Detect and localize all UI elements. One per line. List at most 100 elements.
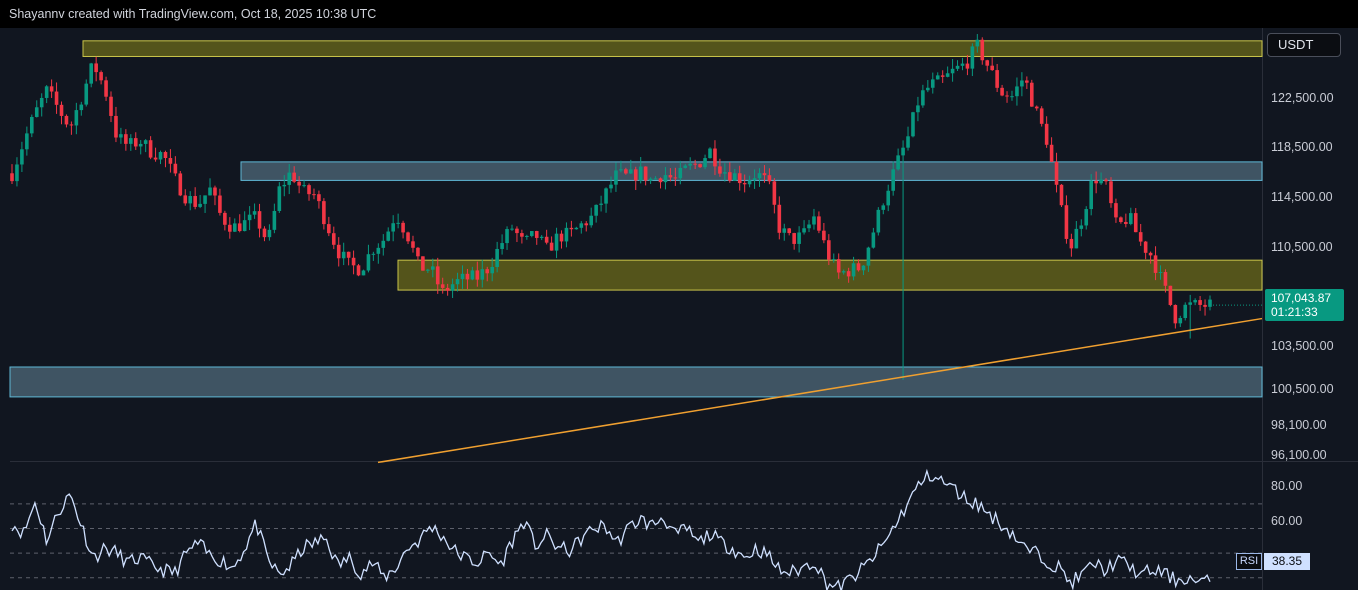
candle-body (713, 148, 717, 167)
candle-body (1138, 232, 1143, 242)
candle-body (302, 185, 306, 187)
candle-body (287, 172, 292, 185)
candle-body (510, 228, 514, 230)
credit-text: Shayannv created with TradingView.com, O… (9, 7, 377, 21)
candle-body (470, 270, 475, 280)
candle-body (836, 259, 841, 273)
candle-body (861, 265, 866, 271)
price-tick: 100,500.00 (1271, 382, 1334, 396)
candle-body (673, 177, 678, 179)
candle-body (173, 163, 178, 174)
rsi-value: 38.35 (1264, 553, 1310, 570)
candle-body (970, 46, 975, 69)
candle-body (1173, 304, 1178, 324)
candle-body (346, 251, 351, 258)
last-price-value: 107,043.87 (1271, 291, 1332, 305)
candle-body (426, 269, 430, 271)
candle-body (1124, 221, 1128, 224)
candle-body (822, 230, 826, 241)
candle-body (604, 188, 608, 204)
price-tick: 96,100.00 (1271, 448, 1327, 462)
candle-body (1208, 299, 1212, 307)
candle-body (391, 223, 395, 232)
candle-body (599, 203, 603, 205)
rsi-tick: 60.00 (1271, 514, 1303, 528)
candle-body (1054, 161, 1059, 185)
candle-body (500, 243, 504, 249)
candle-body (515, 228, 519, 234)
price-zone (240, 161, 1263, 181)
candle-body (718, 166, 722, 174)
candle-body (787, 228, 792, 234)
candle-body (693, 163, 697, 165)
candle-body (782, 228, 787, 233)
candle-body (34, 107, 39, 117)
currency-selector-button[interactable]: USDT (1267, 33, 1341, 57)
top-bar: Shayannv created with TradingView.com, O… (0, 0, 1358, 28)
bar-countdown: 01:21:33 (1271, 305, 1318, 319)
candle-body (703, 158, 707, 168)
candle-body (1079, 225, 1084, 229)
candle-body (129, 138, 133, 144)
candle-body (455, 279, 460, 285)
candle-body (732, 173, 737, 181)
candle-body (1158, 272, 1163, 274)
candle-body (569, 227, 574, 230)
candle-body (99, 72, 103, 81)
candle-body (272, 210, 277, 230)
candle-body (1059, 184, 1064, 206)
candle-body (10, 173, 14, 182)
price-tick: 110,500.00 (1271, 240, 1333, 254)
candle-body (1114, 203, 1118, 218)
candle-body (490, 266, 494, 274)
candles (10, 34, 1212, 380)
candle-body (1094, 180, 1098, 184)
candle-body (297, 181, 301, 186)
candle-body (218, 195, 222, 213)
candle-body (1049, 144, 1054, 162)
candle-body (20, 149, 24, 165)
candle-body (851, 263, 856, 277)
candle-body (475, 270, 480, 280)
candle-body (901, 147, 905, 156)
candle-body (564, 227, 569, 242)
candle-body (534, 231, 539, 238)
candle-body (629, 169, 633, 174)
candle-body (831, 259, 836, 261)
candle-body (252, 211, 257, 215)
price-axis[interactable]: 122,500.00 118,500.00 114,500.00 110,500… (1263, 28, 1358, 590)
candle-body (1163, 272, 1168, 286)
candle-body (658, 178, 663, 183)
candle-body (39, 97, 44, 108)
candle-body (1119, 217, 1123, 222)
candle-body (539, 236, 544, 238)
candle-body (1148, 252, 1153, 256)
candle-body (975, 39, 980, 47)
candle-body (183, 195, 188, 204)
candle-body (683, 165, 688, 168)
candle-body (242, 220, 247, 232)
rsi-badge: RSI 38.35 (1236, 553, 1310, 570)
candle-body (84, 83, 89, 105)
candle-body (1168, 285, 1173, 305)
candle-body (757, 173, 762, 179)
candle-body (148, 140, 153, 158)
candle-body (1010, 96, 1014, 98)
candle-body (64, 115, 69, 125)
candle-body (69, 124, 74, 126)
candle-body (421, 256, 425, 271)
candle-body (158, 152, 163, 160)
candle-body (386, 231, 391, 241)
candle-body (480, 269, 485, 280)
candle-body (153, 157, 158, 160)
candle-body (193, 196, 197, 207)
candle-body (361, 270, 366, 276)
candle-body (312, 194, 316, 196)
candle-body (1128, 213, 1133, 224)
candle-body (921, 90, 925, 106)
candle-body (396, 222, 400, 224)
candle-body (44, 86, 49, 98)
candle-body (846, 271, 851, 277)
candle-body (812, 216, 816, 225)
